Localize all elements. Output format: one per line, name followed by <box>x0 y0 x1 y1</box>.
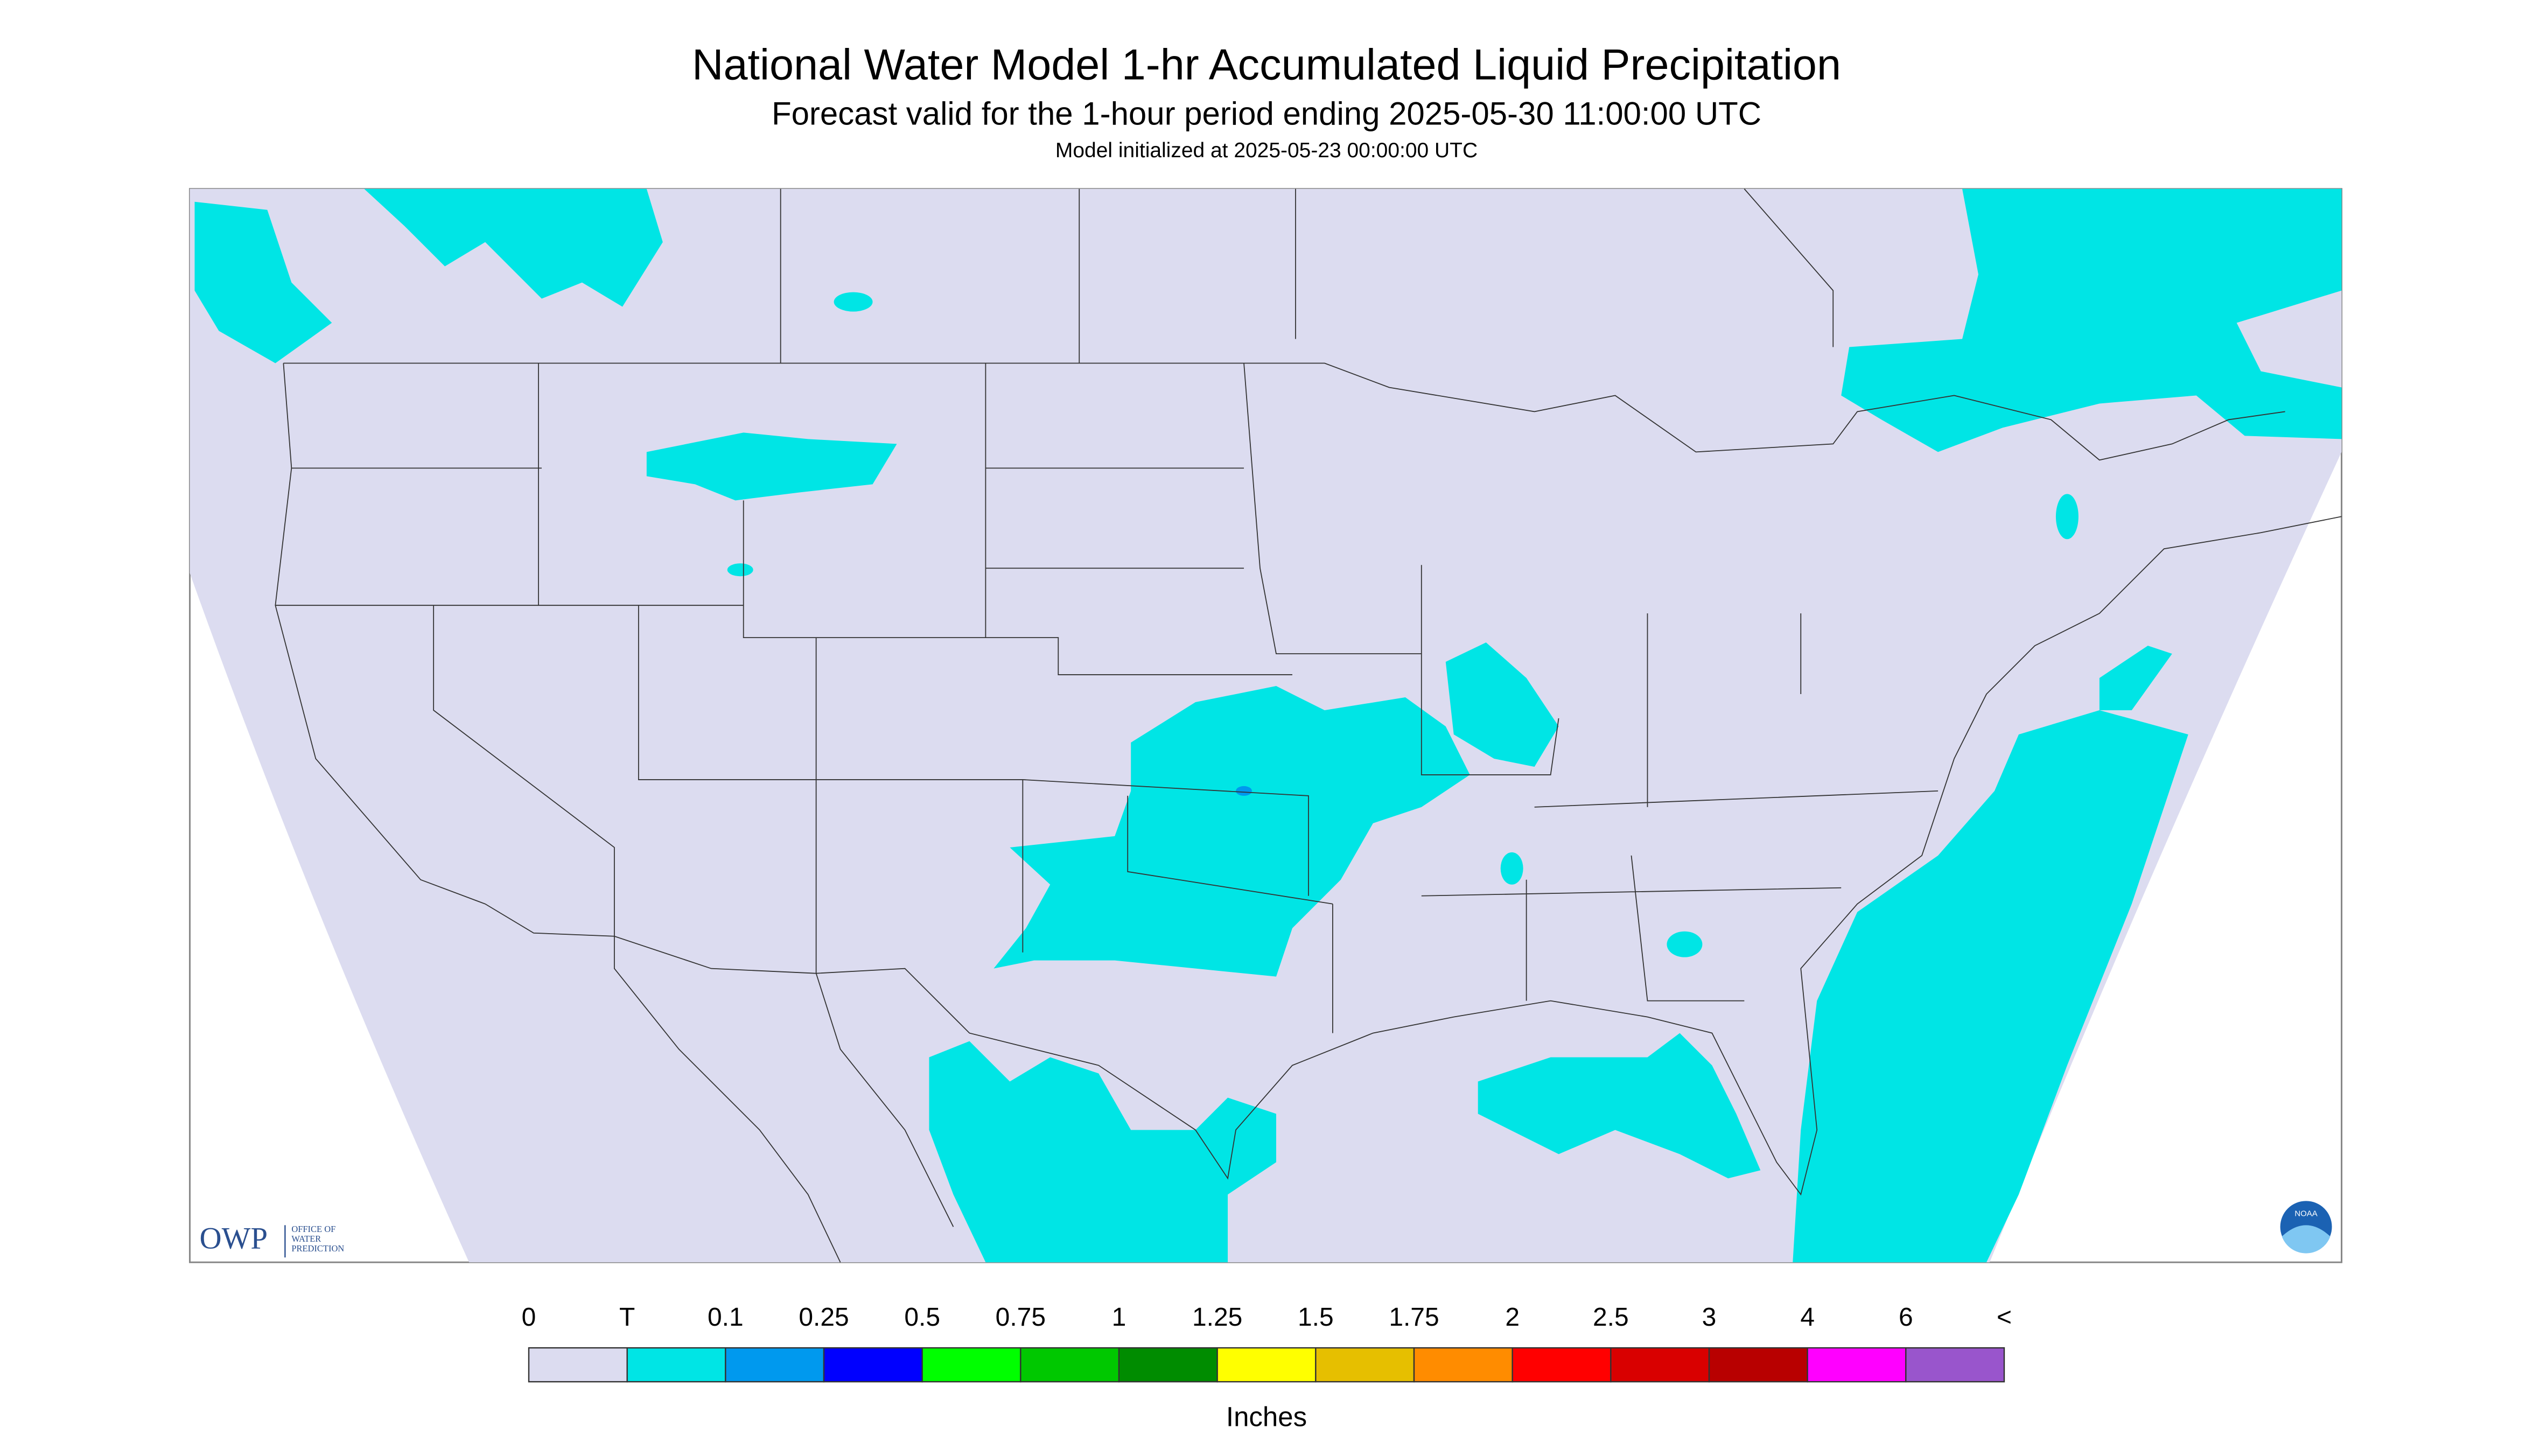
precip-area <box>727 563 753 577</box>
color-box <box>1807 1347 1907 1383</box>
color-box <box>1020 1347 1120 1383</box>
colorbar-label: 0.1 <box>708 1303 744 1332</box>
color-box <box>1610 1347 1710 1383</box>
precip-area <box>1667 931 1703 957</box>
colorbar-label: 1.25 <box>1192 1303 1242 1332</box>
color-box <box>1708 1347 1808 1383</box>
colorbar-label: 0.5 <box>904 1303 940 1332</box>
owp-logo-name: PREDICTION <box>291 1243 344 1254</box>
owp-logo: OWP OFFICE OF WATER PREDICTION <box>199 1221 344 1258</box>
color-box <box>823 1347 923 1383</box>
color-box <box>921 1347 1021 1383</box>
owp-logo-name: OFFICE OF <box>291 1224 335 1234</box>
state-lines <box>275 363 1939 1033</box>
colorbar: 0 T 0.1 0.25 0.5 0.75 1 1.25 1.5 1.75 2 2.5 3 4 6 < <box>522 1303 2012 1383</box>
precip-area <box>1500 852 1523 885</box>
precip-areas <box>194 188 2342 1263</box>
colorbar-label: 0.25 <box>799 1303 849 1332</box>
noaa-wave <box>2282 1225 2331 1254</box>
precip-area <box>993 686 1470 977</box>
noaa-text: NOAA <box>2294 1209 2317 1218</box>
precip-area <box>929 1041 1276 1263</box>
precip-area <box>1478 1033 1761 1179</box>
colorbar-label: 1 <box>1112 1303 1126 1332</box>
canada-lines <box>780 188 1834 363</box>
precip-area <box>1793 710 2188 1263</box>
color-box <box>1315 1347 1415 1383</box>
color-box <box>1905 1347 2005 1383</box>
colorbar-label: 2 <box>1505 1303 1520 1332</box>
colorbar-label: 1.75 <box>1389 1303 1439 1332</box>
color-box <box>1413 1347 1513 1383</box>
owp-logo-name: WATER <box>291 1234 321 1244</box>
colorbar-label: < <box>1997 1303 2012 1332</box>
precip-area <box>2055 494 2079 540</box>
precip-area <box>1841 188 2342 452</box>
mexico-lines <box>613 936 954 1263</box>
precip-area <box>194 201 332 363</box>
noaa-logo: NOAA <box>2280 1201 2332 1254</box>
colorbar-label: 0.75 <box>996 1303 1046 1332</box>
precip-area <box>834 292 873 312</box>
color-box <box>1118 1347 1218 1383</box>
precip-area <box>1236 786 1252 796</box>
boundaries <box>275 188 2342 1263</box>
color-box <box>528 1347 628 1383</box>
map: OWP OFFICE OF WATER PREDICTION NOAA <box>188 188 2343 1263</box>
border-line <box>283 362 2285 461</box>
colorbar-unit: Inches <box>1226 1402 1307 1432</box>
colorbar-label: 1.5 <box>1298 1303 1334 1332</box>
title: National Water Model 1-hr Accumulated Li… <box>692 40 1841 89</box>
color-box <box>1512 1347 1612 1383</box>
colorbar-label: 0 <box>522 1303 536 1332</box>
precip-area <box>646 432 897 501</box>
precip-area <box>1445 642 1559 767</box>
color-box <box>1216 1347 1317 1383</box>
color-box <box>725 1347 825 1383</box>
colorbar-label: 2.5 <box>1593 1303 1629 1332</box>
precip-area <box>2099 646 2172 711</box>
coast-line <box>275 363 2342 1196</box>
subtitle: Forecast valid for the 1-hour period end… <box>772 96 1761 132</box>
init-note: Model initialized at 2025-05-23 00:00:00… <box>1055 139 1478 162</box>
owp-logo-text: OWP <box>199 1221 268 1255</box>
colorbar-label: T <box>619 1303 635 1332</box>
colorbar-label: 6 <box>1899 1303 1913 1332</box>
color-box <box>626 1347 726 1383</box>
colorbar-label: 4 <box>1800 1303 1815 1332</box>
colorbar-label: 3 <box>1702 1303 1717 1332</box>
precip-area <box>364 188 663 307</box>
